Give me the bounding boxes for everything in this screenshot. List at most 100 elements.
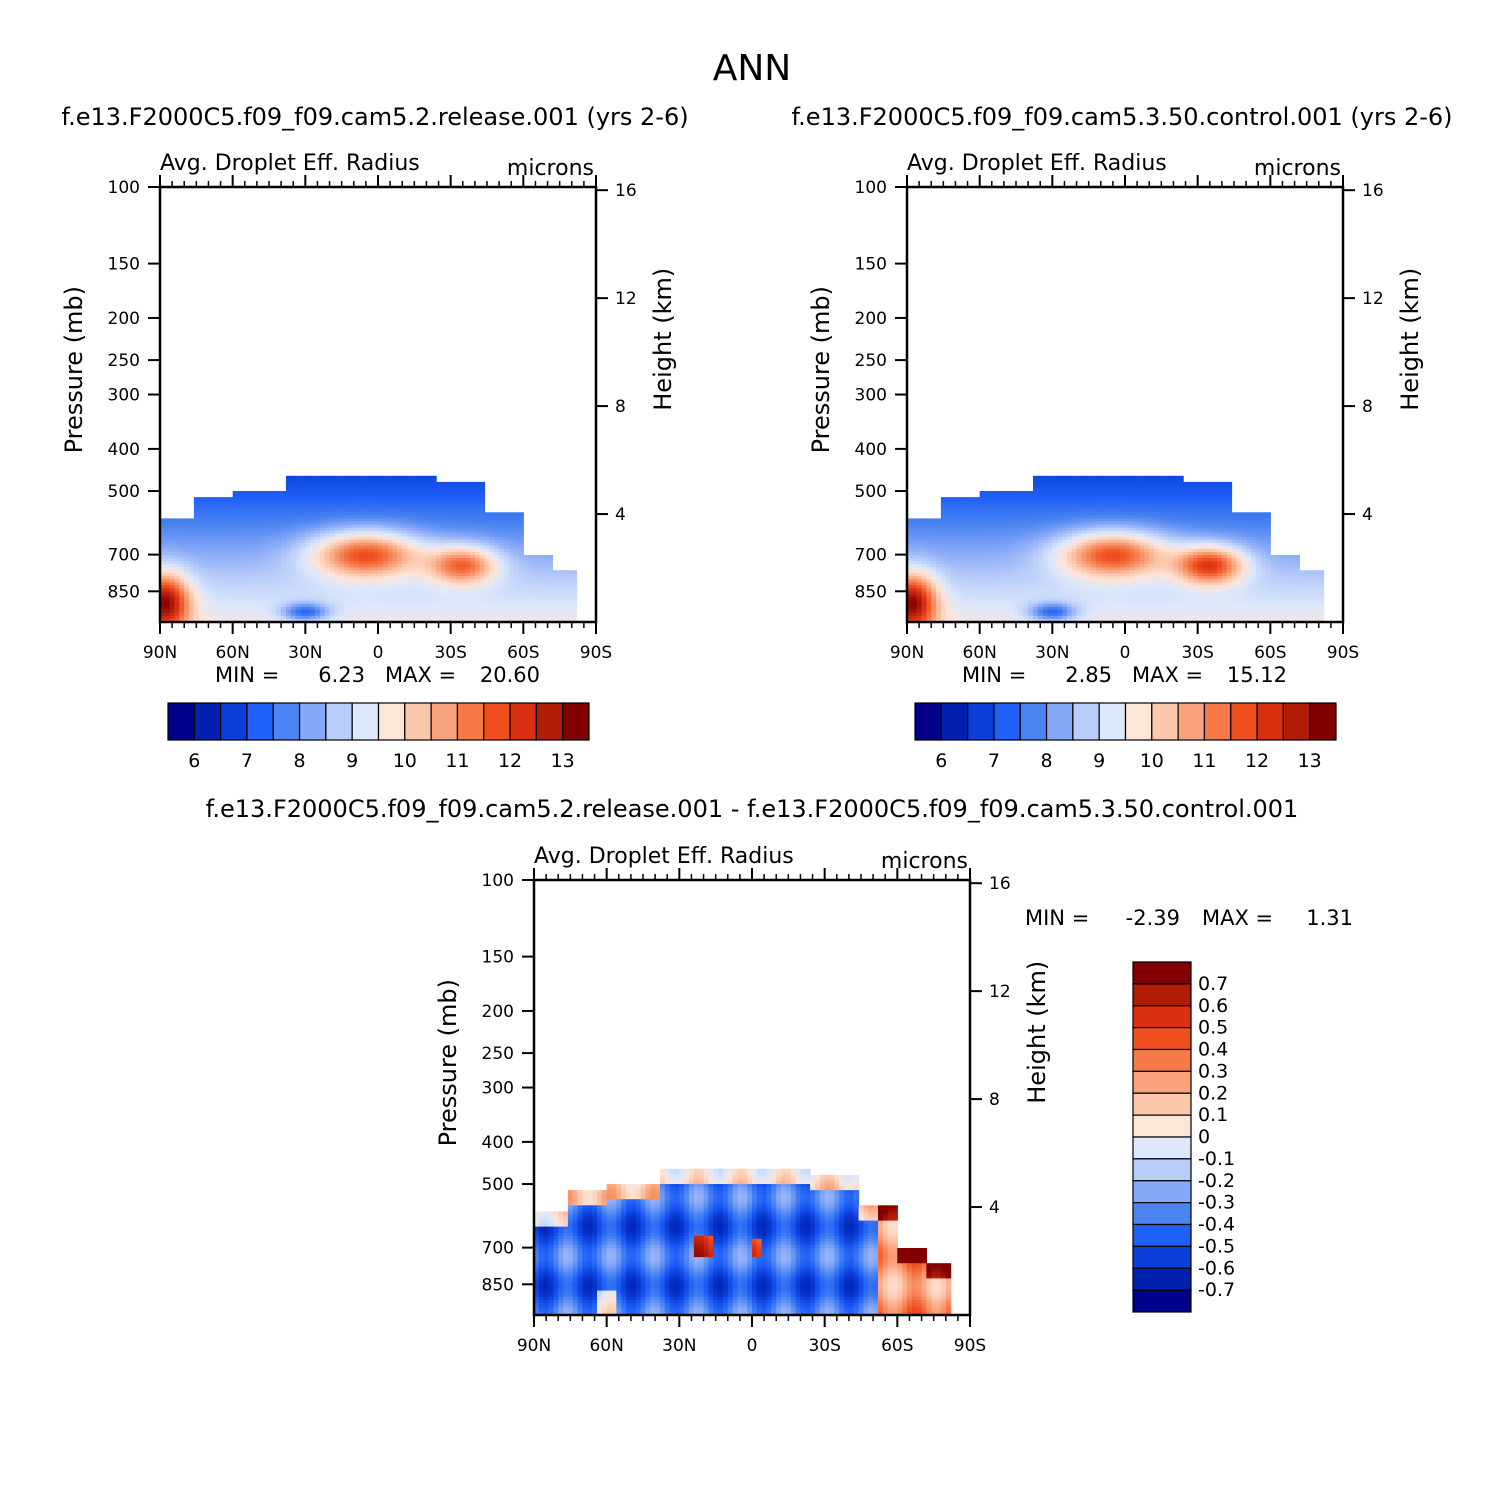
field-cell [169,573,176,577]
field-cell [334,576,340,580]
field-cell [994,491,1000,495]
field-cell [974,518,981,522]
field-cell [518,606,524,611]
field-cell [970,515,976,519]
field-cell [989,555,995,559]
field-cell [499,530,505,535]
field-cell [305,615,311,620]
field-cell [227,576,234,580]
field-cell [465,527,471,532]
field-cell [300,524,306,529]
field-cell [989,582,995,586]
field-cell [1028,564,1034,568]
field-cell [358,530,364,535]
field-cell [344,491,350,495]
field-cell [1047,488,1053,492]
field-cell [189,542,195,547]
field-cell [189,558,195,562]
field-cell [271,539,277,544]
field-cell [979,615,986,620]
field-cell [402,582,408,586]
field-cell [174,567,180,571]
field-cell [237,606,243,611]
field-cell [271,521,277,526]
field-cell [1037,612,1044,617]
field-cell [445,615,452,620]
field-cell [358,600,364,605]
field-cell [1057,521,1063,526]
field-cell [271,594,277,599]
field-cell [208,591,214,596]
field-cell [989,524,995,529]
field-cell [911,542,918,547]
field-cell [184,539,190,544]
field-cell [436,558,442,562]
field-cell [358,515,364,519]
field-cell [1042,561,1048,565]
field-cell [1033,576,1039,580]
field-cell [441,491,447,495]
field-cell [1028,548,1034,553]
field-cell [290,484,297,489]
field-cell [460,579,466,583]
field-cell [421,564,427,568]
field-cell [402,615,408,620]
field-cell [348,573,355,577]
field-cell [1018,509,1024,513]
field-cell [513,564,519,568]
field-cell [256,524,263,529]
field-cell [329,582,335,586]
field-cell [537,615,544,620]
field-cell [397,612,403,617]
field-cell [242,612,248,617]
field-cell [266,497,272,501]
field-cell [474,551,481,556]
field-cell [571,603,578,608]
field-cell [344,564,350,568]
field-cell [247,548,253,553]
field-cell [999,497,1005,501]
field-cell [227,561,234,565]
field-cell [266,533,272,538]
field-cell [479,588,486,593]
field-cell [955,576,961,580]
field-cell [339,530,345,535]
field-cell [436,503,442,507]
field-cell [397,539,403,544]
field-cell [960,585,966,589]
field-cell [489,564,495,568]
field-cell [300,603,306,608]
field-cell [164,579,171,583]
field-cell [499,582,505,586]
field-cell [460,509,466,513]
field-cell [261,551,268,556]
field-cell [261,564,268,568]
field-cell [911,612,918,617]
field-cell [387,478,394,483]
field-cell [513,515,519,519]
field-cell [1037,570,1044,574]
field-cell [421,600,427,605]
field-cell [295,503,301,507]
field-cell [994,561,1000,565]
field-cell [189,536,195,541]
field-cell [436,606,442,611]
field-cell [965,567,971,571]
field-cell [455,545,461,550]
field-cell [562,570,568,574]
field-cell [431,582,437,586]
field-cell [271,558,277,562]
field-cell [940,530,947,535]
field-cell [470,500,476,504]
field-cell [557,600,563,605]
field-cell [436,509,442,513]
field-cell [223,527,229,532]
field-cell [421,491,427,495]
field-cell [295,478,301,483]
field-cell [276,530,282,535]
field-cell [955,564,961,568]
field-cell [348,518,355,522]
field-cell [528,603,534,608]
field-cell [256,609,263,614]
field-cell [513,585,519,589]
